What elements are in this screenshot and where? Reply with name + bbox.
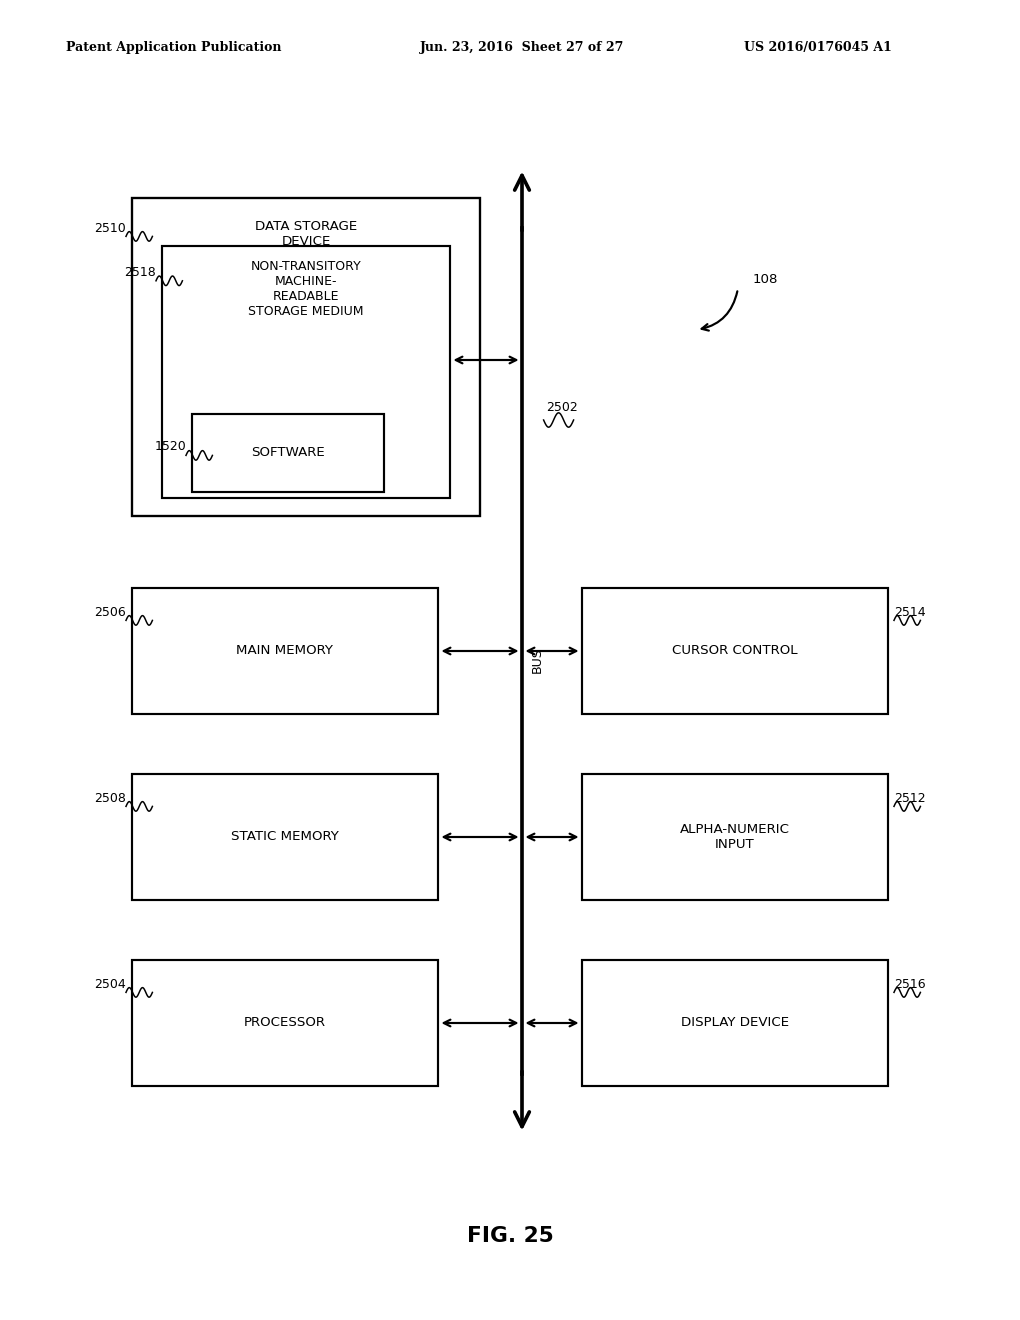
Bar	[582, 587, 888, 714]
Text: DATA STORAGE
DEVICE: DATA STORAGE DEVICE	[255, 219, 357, 248]
Text: DISPLAY DEVICE: DISPLAY DEVICE	[681, 1016, 789, 1030]
Bar	[132, 774, 438, 900]
Text: MAIN MEMORY: MAIN MEMORY	[237, 644, 334, 657]
Text: 2514: 2514	[894, 606, 925, 619]
Bar	[132, 198, 480, 516]
Text: 2516: 2516	[894, 978, 925, 990]
Text: 108: 108	[753, 273, 778, 286]
Bar	[582, 960, 888, 1086]
Bar	[162, 246, 450, 498]
Bar	[192, 414, 384, 492]
Text: Patent Application Publication: Patent Application Publication	[66, 41, 282, 54]
Text: 2504: 2504	[94, 978, 126, 990]
Text: NON-TRANSITORY
MACHINE-
READABLE
STORAGE MEDIUM: NON-TRANSITORY MACHINE- READABLE STORAGE…	[248, 260, 364, 318]
Text: 2506: 2506	[94, 606, 126, 619]
Text: 2502: 2502	[546, 401, 577, 414]
Bar	[582, 774, 888, 900]
Bar	[132, 587, 438, 714]
Text: 2510: 2510	[94, 222, 126, 235]
Text: SOFTWARE: SOFTWARE	[251, 446, 325, 459]
Text: 1520: 1520	[154, 441, 186, 454]
Text: STATIC MEMORY: STATIC MEMORY	[232, 830, 339, 843]
Text: 2518: 2518	[124, 265, 156, 279]
Text: PROCESSOR: PROCESSOR	[244, 1016, 326, 1030]
Text: FIG. 25: FIG. 25	[466, 1226, 554, 1246]
Text: ALPHA-NUMERIC
INPUT: ALPHA-NUMERIC INPUT	[680, 822, 790, 851]
Text: US 2016/0176045 A1: US 2016/0176045 A1	[744, 41, 891, 54]
Text: CURSOR CONTROL: CURSOR CONTROL	[672, 644, 798, 657]
Text: Jun. 23, 2016  Sheet 27 of 27: Jun. 23, 2016 Sheet 27 of 27	[420, 41, 624, 54]
Text: BUS: BUS	[530, 647, 544, 673]
Bar	[132, 960, 438, 1086]
Text: 2508: 2508	[94, 792, 126, 804]
Text: 2512: 2512	[894, 792, 925, 804]
